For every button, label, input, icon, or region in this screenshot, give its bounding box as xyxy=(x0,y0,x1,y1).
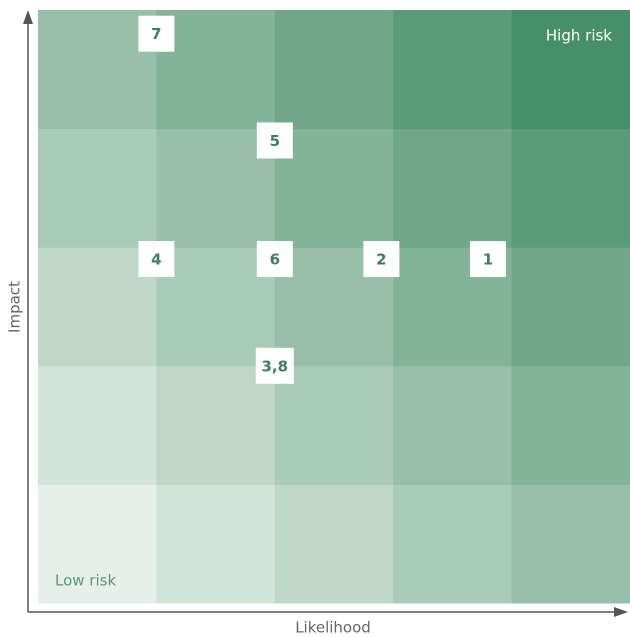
matrix-cell xyxy=(511,10,630,130)
matrix-cell xyxy=(156,128,276,248)
matrix-cell xyxy=(511,484,630,604)
risk-label: 6 xyxy=(270,251,280,269)
risk-label: 1 xyxy=(483,251,493,269)
matrix-cell xyxy=(156,365,276,485)
matrix-cell xyxy=(393,484,513,604)
matrix-cell xyxy=(274,365,394,485)
risk-marker xyxy=(363,241,400,278)
matrix-cell xyxy=(393,365,513,485)
risk-marker xyxy=(138,241,175,278)
risk-label: 5 xyxy=(270,132,280,150)
matrix-cell xyxy=(38,484,157,604)
matrix-cell xyxy=(511,247,630,367)
y-axis-arrow xyxy=(23,10,33,24)
matrix-cell xyxy=(156,484,276,604)
matrix-cell xyxy=(274,10,394,130)
matrix-cell xyxy=(38,365,157,485)
risk-label: 3,8 xyxy=(262,357,289,375)
risk-marker xyxy=(255,347,294,384)
matrix-cell xyxy=(274,484,394,604)
high-risk-label: High risk xyxy=(546,27,612,45)
y-axis-label: Impact xyxy=(6,281,24,333)
matrix-cell xyxy=(38,10,157,130)
risk-marker xyxy=(138,15,175,52)
matrix-cell xyxy=(511,128,630,248)
matrix-cell xyxy=(156,10,276,130)
matrix-cell xyxy=(393,10,513,130)
matrix-cell xyxy=(511,365,630,485)
risk-marker xyxy=(256,241,293,278)
matrix-cell xyxy=(38,128,157,248)
low-risk-label: Low risk xyxy=(55,572,116,590)
x-axis-arrow xyxy=(614,607,628,617)
risk-label: 4 xyxy=(151,251,161,269)
matrix-cell xyxy=(393,128,513,248)
matrix-cell xyxy=(156,247,276,367)
risk-marker xyxy=(469,241,506,278)
risk-label: 7 xyxy=(151,25,161,43)
matrix-cell xyxy=(274,128,394,248)
matrix xyxy=(38,10,630,604)
risk-label: 2 xyxy=(376,251,386,269)
risk-marker xyxy=(256,122,293,159)
matrix-cell xyxy=(38,247,157,367)
x-axis-label: Likelihood xyxy=(295,619,371,637)
